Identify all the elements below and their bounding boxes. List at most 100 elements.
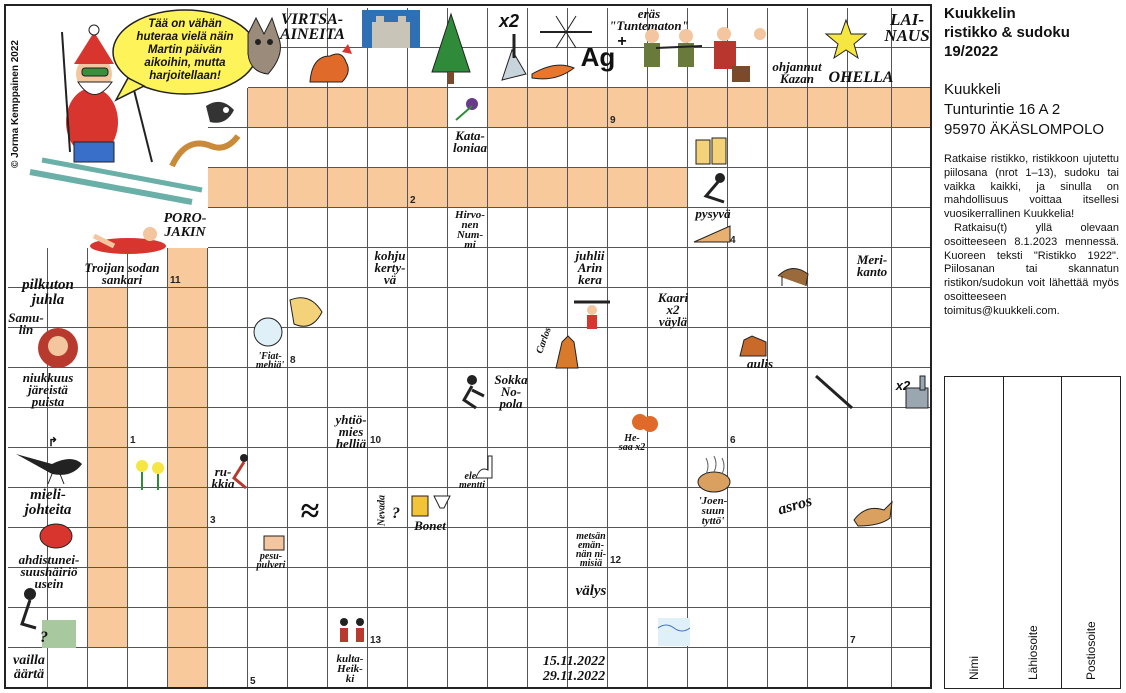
grid-cell[interactable] <box>892 288 930 328</box>
grid-cell[interactable] <box>448 488 488 528</box>
grid-cell[interactable] <box>808 568 848 608</box>
grid-cell[interactable] <box>328 168 368 208</box>
grid-cell[interactable] <box>568 368 608 408</box>
grid-cell[interactable] <box>528 488 568 528</box>
grid-cell[interactable] <box>248 168 288 208</box>
grid-cell[interactable] <box>808 488 848 528</box>
grid-cell[interactable] <box>892 88 930 128</box>
grid-cell[interactable] <box>368 168 408 208</box>
grid-cell[interactable] <box>328 528 368 568</box>
grid-cell[interactable] <box>892 48 930 88</box>
grid-cell[interactable] <box>808 248 848 288</box>
grid-cell[interactable] <box>768 368 808 408</box>
grid-cell[interactable] <box>8 248 48 288</box>
grid-cell[interactable] <box>848 528 892 568</box>
grid-cell[interactable] <box>488 488 528 528</box>
grid-cell[interactable] <box>892 8 930 48</box>
grid-cell[interactable] <box>448 528 488 568</box>
grid-cell[interactable] <box>88 328 128 368</box>
grid-cell[interactable] <box>568 568 608 608</box>
grid-cell[interactable] <box>608 128 648 168</box>
grid-cell[interactable] <box>48 648 88 687</box>
grid-cell[interactable] <box>168 368 208 408</box>
grid-cell[interactable] <box>208 248 248 288</box>
grid-cell[interactable] <box>328 88 368 128</box>
grid-cell[interactable] <box>488 88 528 128</box>
grid-cell[interactable] <box>688 568 728 608</box>
grid-cell[interactable] <box>168 288 208 328</box>
grid-cell[interactable] <box>568 448 608 488</box>
grid-cell[interactable] <box>48 328 88 368</box>
grid-cell[interactable] <box>608 648 648 687</box>
grid-cell[interactable]: 11 <box>168 248 208 288</box>
grid-cell[interactable] <box>448 8 488 48</box>
grid-cell[interactable] <box>328 408 368 448</box>
grid-cell[interactable] <box>768 168 808 208</box>
grid-cell[interactable] <box>488 48 528 88</box>
grid-cell[interactable] <box>568 8 608 48</box>
grid-cell[interactable] <box>88 648 128 687</box>
grid-cell[interactable] <box>768 88 808 128</box>
grid-cell[interactable] <box>728 168 768 208</box>
grid-cell[interactable] <box>128 488 168 528</box>
grid-cell[interactable] <box>88 288 128 328</box>
grid-cell[interactable] <box>128 568 168 608</box>
grid-cell[interactable] <box>328 208 368 248</box>
grid-cell[interactable] <box>892 568 930 608</box>
grid-cell[interactable] <box>248 48 288 88</box>
grid-cell[interactable] <box>608 168 648 208</box>
grid-cell[interactable] <box>892 528 930 568</box>
grid-cell[interactable] <box>408 608 448 648</box>
grid-cell[interactable] <box>688 328 728 368</box>
grid-cell[interactable] <box>248 528 288 568</box>
grid-cell[interactable] <box>288 248 328 288</box>
grid-cell[interactable] <box>728 528 768 568</box>
grid-cell[interactable] <box>488 608 528 648</box>
grid-cell[interactable] <box>368 528 408 568</box>
grid-cell[interactable] <box>728 568 768 608</box>
grid-cell[interactable] <box>892 208 930 248</box>
grid-cell[interactable] <box>528 448 568 488</box>
grid-cell[interactable] <box>528 128 568 168</box>
grid-cell[interactable] <box>488 248 528 288</box>
grid-cell[interactable] <box>848 328 892 368</box>
grid-cell[interactable] <box>892 448 930 488</box>
grid-cell[interactable] <box>448 648 488 687</box>
grid-cell[interactable] <box>128 528 168 568</box>
grid-cell[interactable] <box>892 648 930 687</box>
grid-cell[interactable] <box>368 208 408 248</box>
grid-cell[interactable] <box>208 208 248 248</box>
grid-cell[interactable] <box>408 248 448 288</box>
grid-cell[interactable] <box>728 608 768 648</box>
grid-cell[interactable] <box>528 288 568 328</box>
grid-cell[interactable] <box>448 288 488 328</box>
grid-cell[interactable] <box>808 648 848 687</box>
grid-cell[interactable] <box>728 448 768 488</box>
grid-cell[interactable] <box>328 448 368 488</box>
grid-cell[interactable] <box>288 408 328 448</box>
grid-cell[interactable] <box>168 648 208 687</box>
grid-cell[interactable] <box>768 408 808 448</box>
grid-cell[interactable] <box>48 368 88 408</box>
grid-cell[interactable] <box>328 488 368 528</box>
grid-cell[interactable] <box>608 328 648 368</box>
grid-cell[interactable] <box>288 568 328 608</box>
grid-cell[interactable] <box>288 168 328 208</box>
grid-cell[interactable] <box>528 528 568 568</box>
grid-cell[interactable] <box>848 648 892 687</box>
grid-cell[interactable] <box>892 488 930 528</box>
grid-cell[interactable] <box>208 168 248 208</box>
grid-cell[interactable] <box>488 208 528 248</box>
grid-cell[interactable] <box>768 448 808 488</box>
grid-cell[interactable] <box>768 8 808 48</box>
grid-cell[interactable] <box>608 288 648 328</box>
grid-cell[interactable] <box>648 408 688 448</box>
grid-cell[interactable] <box>648 48 688 88</box>
grid-cell[interactable] <box>8 488 48 528</box>
grid-cell[interactable] <box>128 248 168 288</box>
grid-cell[interactable] <box>408 528 448 568</box>
grid-cell[interactable] <box>528 608 568 648</box>
grid-cell[interactable] <box>288 368 328 408</box>
grid-cell[interactable] <box>648 648 688 687</box>
grid-cell[interactable] <box>848 248 892 288</box>
